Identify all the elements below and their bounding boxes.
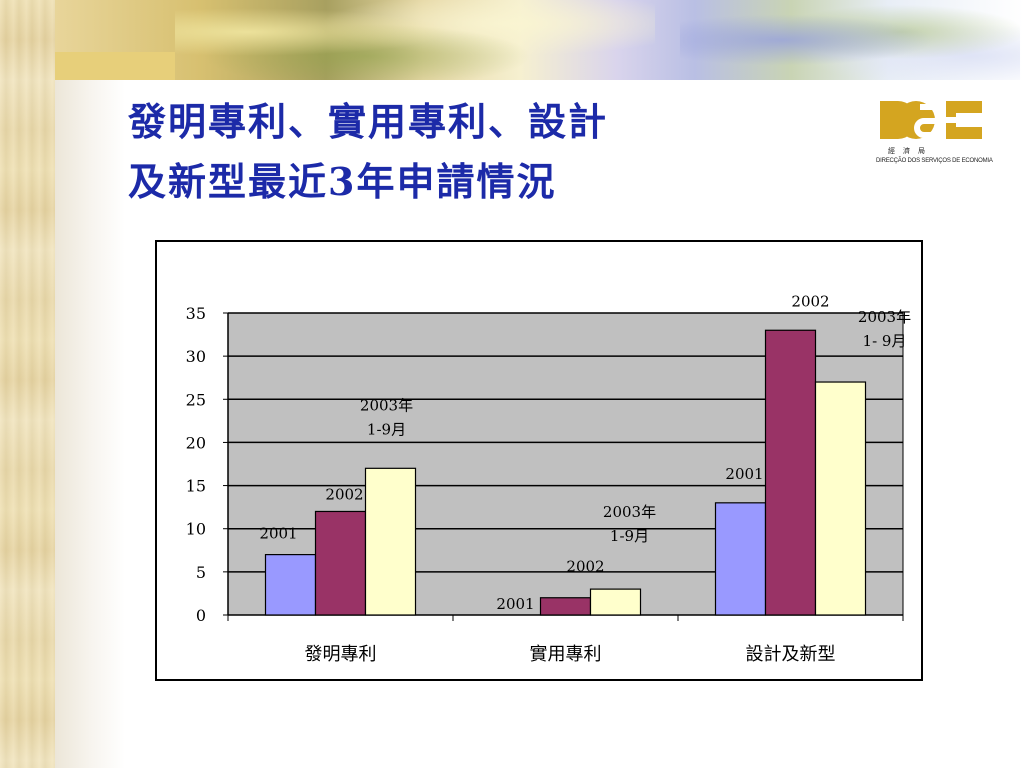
data-label: 2003年 [858, 308, 911, 326]
data-label: 1-9月 [367, 420, 406, 438]
bar [364, 467, 417, 616]
data-label: 2002 [325, 485, 363, 503]
y-tick-label: 30 [186, 347, 206, 366]
header-banner-leaves-right [680, 0, 1020, 80]
y-tick-label: 10 [186, 520, 206, 539]
logo-chinese-text: 經濟局 [888, 147, 933, 155]
dse-logo-icon [880, 101, 982, 139]
y-tick-label: 35 [186, 304, 206, 323]
data-label: 1- 9月 [863, 332, 907, 350]
data-label: 2003年 [360, 396, 413, 414]
bar [814, 381, 867, 616]
y-tick-label: 15 [186, 477, 206, 496]
bar [264, 553, 317, 616]
data-label: 2001 [259, 525, 297, 543]
background-shade [55, 80, 125, 768]
data-label: 2001 [725, 465, 763, 483]
slide-title-line-1: 發明專利、實用專利、設計 [128, 99, 609, 144]
y-tick-label: 20 [186, 433, 206, 452]
header-banner-gold-block [55, 52, 175, 80]
y-tick-label: 25 [186, 390, 206, 409]
bar [314, 510, 367, 616]
bar [539, 597, 592, 616]
data-label: 2003年 [603, 503, 656, 521]
bar [589, 588, 642, 616]
x-category-label: 設計及新型 [746, 644, 836, 665]
background-texture-strip [0, 0, 55, 768]
data-label: 2001 [496, 595, 534, 613]
logo-caption: DIRECÇÃO DOS SERVIÇOS DE ECONOMIA [876, 158, 993, 164]
data-label: 1-9月 [610, 527, 649, 545]
bar [764, 329, 817, 616]
data-label: 2002 [791, 292, 829, 310]
x-category-label: 發明專利 [305, 644, 377, 665]
slide-title: 發明專利、實用專利、設計 及新型最近3年申請情況 [128, 92, 828, 212]
x-category-label: 實用專利 [530, 644, 602, 665]
bar [714, 502, 767, 616]
y-tick-label: 5 [196, 563, 206, 582]
data-label: 2002 [566, 558, 604, 576]
y-tick-label: 0 [196, 606, 206, 625]
slide-title-line-2: 及新型最近3年申請情況 [128, 159, 557, 204]
header-banner-leaves-left [175, 0, 655, 80]
